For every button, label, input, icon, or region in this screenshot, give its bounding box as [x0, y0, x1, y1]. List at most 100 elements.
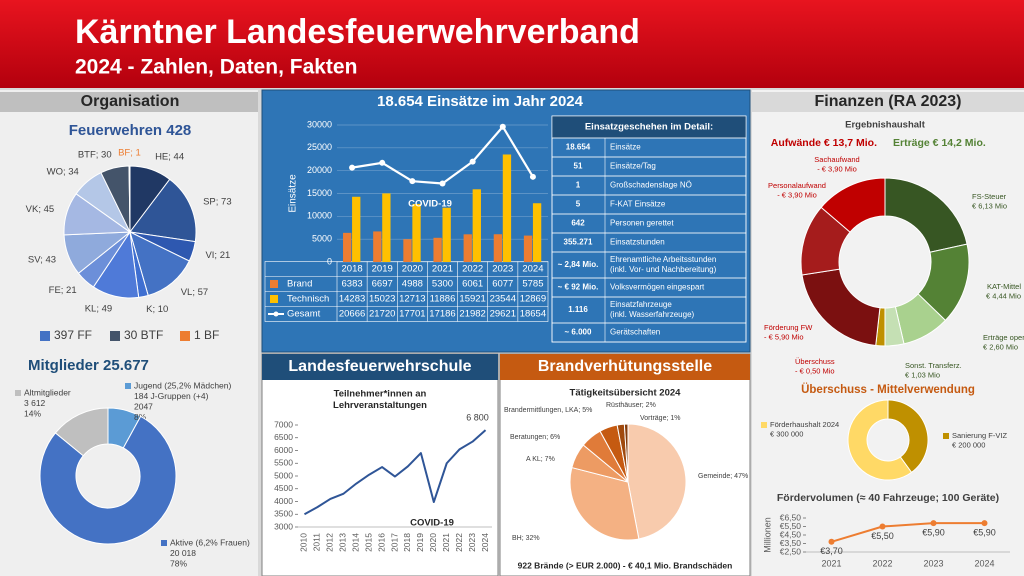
y-tick-label: 3000 — [274, 521, 293, 531]
y-axis-label: Einsätze — [288, 174, 299, 213]
section-title: Landesfeuerwehrschule — [288, 358, 471, 375]
x-tick-label: 2020 — [402, 264, 423, 275]
table-value: 6061 — [462, 279, 483, 290]
table-value: 4988 — [402, 279, 423, 290]
x-tick-label: 2024 — [522, 264, 543, 275]
table-cell: (inkl. Wasserfahrzeuge) — [610, 310, 695, 319]
section-title: Brandverhütungsstelle — [538, 358, 712, 375]
slice-label: Altmitglieder — [24, 387, 71, 397]
table-cell: Ehrenamtliche Arbeitsstunden — [610, 255, 716, 264]
bar — [343, 232, 352, 262]
y-tick-label: 3500 — [274, 509, 293, 519]
chart-title: Lehrveranstaltungen — [333, 400, 427, 411]
line-marker — [879, 523, 886, 530]
y-tick-label: €5,50 — [780, 521, 802, 531]
annotation: COVID-19 — [408, 199, 452, 210]
data-label: €3,70 — [820, 546, 843, 556]
line — [831, 522, 985, 543]
slice-label: 2047 — [134, 401, 153, 411]
panel-schule — [261, 353, 499, 576]
table-cell: (inkl. Vor- und Nachbereitung) — [610, 265, 717, 274]
x-tick-label: 2018 — [342, 264, 363, 275]
data-label: €5,90 — [922, 527, 945, 537]
table-value: 17701 — [399, 309, 425, 320]
slice-label: € 1,03 Mio — [905, 370, 940, 379]
line-marker — [529, 173, 536, 180]
line-marker — [499, 123, 506, 130]
slice-label: BH; 32% — [512, 535, 540, 542]
y-tick-label: 10000 — [307, 211, 332, 221]
x-tick-label: 2010 — [299, 533, 309, 552]
slice-label: Gemeinde; 47% — [698, 473, 748, 480]
y-tick-label: €2,50 — [780, 546, 802, 556]
legend-swatch — [761, 422, 767, 428]
x-tick-label: 2022 — [462, 264, 483, 275]
table-cell: Großschadenslage NÖ — [610, 181, 692, 190]
table-value: 23544 — [490, 294, 516, 305]
legend-label: 30 BTF — [124, 328, 163, 342]
table-cell: 1 — [576, 181, 581, 190]
section-bar — [752, 92, 1024, 112]
x-tick-label: 2016 — [376, 533, 386, 552]
donut-segment — [887, 399, 929, 474]
slice-label: - € 3,90 Mio — [777, 190, 817, 199]
slice-label: € 300 000 — [770, 429, 803, 438]
y-tick-label: 7000 — [274, 419, 293, 429]
slice-label: VK; 45 — [26, 204, 55, 215]
table-value: 15023 — [369, 294, 395, 305]
y-tick-label: 4500 — [274, 483, 293, 493]
slice-label: € 4,44 Mio — [986, 291, 1021, 300]
bar — [493, 234, 503, 262]
bar — [433, 237, 442, 262]
table-cell: 51 — [574, 162, 583, 171]
pie-slice — [623, 423, 629, 483]
slice-label: VI; 21 — [205, 250, 230, 261]
table-value: 6077 — [492, 279, 513, 290]
slice-label: SV; 43 — [28, 254, 56, 265]
x-tick-label: 2015 — [363, 533, 373, 552]
x-tick-label: 2013 — [338, 533, 348, 552]
x-tick-label: 2021 — [821, 558, 841, 568]
line-marker — [828, 538, 835, 545]
y-tick-label: 20000 — [307, 165, 332, 175]
y-tick-label: €4,50 — [780, 529, 802, 539]
bar — [442, 207, 451, 262]
total-label: Erträge € 14,2 Mio. — [893, 137, 986, 149]
table-cell: Einsatzfahrzeuge — [610, 300, 672, 309]
donut-segment — [847, 399, 913, 481]
slice-label: BTF; 30 — [78, 150, 112, 161]
section-title: Organisation — [81, 93, 180, 110]
slice-label: FS-Steuer — [972, 192, 1007, 201]
table-cell: Einsätze — [610, 143, 641, 152]
y-tick-label: 30000 — [307, 119, 332, 129]
x-tick-label: 2024 — [480, 533, 490, 552]
table-value: 17186 — [429, 309, 455, 320]
y-tick-label: 6000 — [274, 445, 293, 455]
table-value: 20666 — [339, 309, 365, 320]
table-title: Einsatzgeschehen im Detail: — [585, 122, 713, 133]
legend-label: 397 FF — [54, 328, 92, 342]
pie-slice — [627, 423, 687, 540]
slice-label: Förderhaushalt 2024 — [770, 420, 839, 429]
line-marker — [379, 159, 386, 166]
pie-slice — [128, 165, 131, 233]
bar — [523, 235, 533, 262]
table-value: 11886 — [430, 294, 456, 305]
y-tick-label: €3,50 — [780, 538, 802, 548]
x-tick-label: 2014 — [350, 533, 360, 552]
legend-swatch — [15, 390, 21, 396]
data-label: €5,90 — [973, 527, 996, 537]
table-value: 14283 — [339, 294, 365, 305]
line-marker — [930, 520, 937, 527]
slice-label: 78% — [170, 558, 187, 568]
slice-label: € 6,13 Mio — [972, 201, 1007, 210]
chart-title: Fördervolumen (≈ 40 Fahrzeuge; 100 Gerät… — [777, 492, 999, 504]
slice-label: Förderung FW — [764, 323, 813, 332]
x-tick-label: 2024 — [974, 558, 994, 568]
table-value: 5300 — [432, 279, 453, 290]
slice-label: 14% — [24, 408, 41, 418]
table-value: 21720 — [369, 309, 395, 320]
bar — [403, 239, 412, 262]
chart-footer: 922 Brände (> EUR 2.000) - € 40,1 Mio. B… — [518, 560, 733, 570]
header-bar — [0, 0, 1024, 88]
